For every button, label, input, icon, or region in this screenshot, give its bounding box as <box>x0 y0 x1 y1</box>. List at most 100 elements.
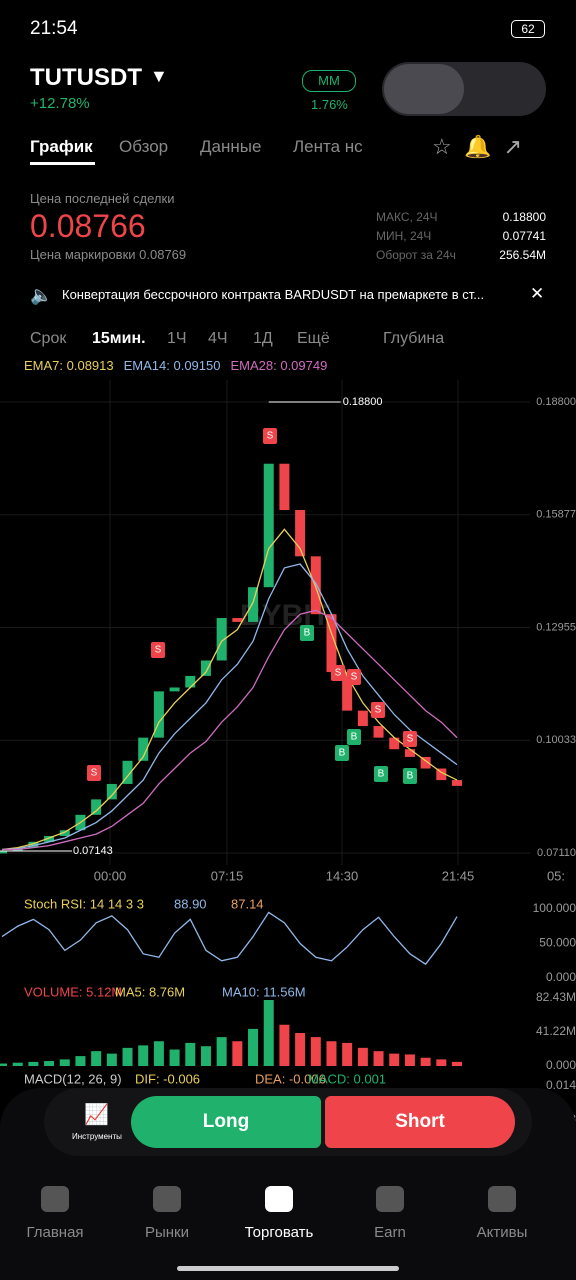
view-toggle[interactable] <box>382 62 546 116</box>
nav-icon[interactable] <box>153 1186 181 1212</box>
candle <box>373 726 384 738</box>
signal-badge <box>403 768 417 784</box>
tab[interactable]: График <box>30 137 93 156</box>
volume-bar <box>295 1033 306 1066</box>
volume-bar <box>185 1042 196 1066</box>
macd-label: MACD: 0.001 <box>308 1071 386 1086</box>
candle <box>91 799 102 815</box>
volume-bar <box>357 1047 368 1066</box>
candle <box>216 618 227 661</box>
signal-label: S <box>267 431 274 442</box>
stoch-d: 87.14 <box>231 896 264 911</box>
nav-label[interactable]: Активы <box>476 1224 528 1241</box>
tab[interactable]: Данные <box>200 137 262 156</box>
nav-icon[interactable] <box>265 1186 293 1212</box>
signal-badge <box>347 729 361 745</box>
signal-badge <box>151 642 165 658</box>
signal-label: S <box>155 645 162 656</box>
signal-label: B <box>339 748 346 759</box>
nav-icon[interactable] <box>488 1186 516 1212</box>
y-tick-label: 0.000 <box>546 1058 576 1072</box>
y-tick-label: 82.43M <box>536 990 576 1004</box>
tab[interactable]: Лента нс <box>293 137 363 156</box>
nav-label[interactable]: Рынки <box>144 1224 189 1241</box>
signal-badge <box>347 669 361 685</box>
signal-label: B <box>407 771 414 782</box>
candle <box>326 614 337 673</box>
nav-label[interactable]: Earn <box>374 1224 406 1241</box>
candle <box>357 710 368 727</box>
volume-bar <box>153 1041 164 1066</box>
candle <box>310 556 321 615</box>
tab[interactable]: Обзор <box>119 137 169 156</box>
candle <box>28 841 39 848</box>
volume-bar <box>263 1000 274 1066</box>
signal-badge <box>374 766 388 782</box>
volume-bar <box>44 1061 55 1066</box>
candle <box>279 463 290 511</box>
candle <box>122 760 133 784</box>
battery: 62 <box>511 20 545 38</box>
tools[interactable]: Инструменты <box>72 1132 122 1141</box>
signal-label: S <box>91 768 98 779</box>
candle <box>452 780 462 786</box>
candle <box>295 510 306 557</box>
dropdown-icon[interactable]: ▼ <box>150 66 168 86</box>
candle <box>342 672 353 711</box>
volume-bar <box>106 1053 117 1066</box>
stat-label: МИН, 24Ч <box>376 229 432 243</box>
stat-label: МАКС, 24Ч <box>376 210 438 224</box>
timeframe[interactable]: 1Ч <box>167 330 187 347</box>
nav-icon[interactable] <box>376 1186 404 1212</box>
long-button[interactable]: Long <box>131 1096 321 1148</box>
ema-line <box>1 563 458 851</box>
timeframe[interactable]: 1Д <box>253 330 273 347</box>
candle <box>44 836 55 842</box>
macd-axis: 0.014 <box>546 1078 576 1092</box>
macd-label: DEA: -0.006 <box>255 1071 326 1086</box>
volume-bar <box>452 1061 462 1066</box>
volume-bar <box>28 1061 39 1066</box>
candle <box>436 768 447 781</box>
signal-label: S <box>407 734 414 745</box>
x-tick-label: 07:15 <box>211 868 244 883</box>
volume-bar <box>436 1059 447 1066</box>
macd-label: DIF: -0.006 <box>135 1071 200 1086</box>
signal-label: B <box>304 628 311 639</box>
notice[interactable]: Конвертация бессрочного контракта BARDUS… <box>62 287 485 302</box>
badge[interactable]: MM <box>302 70 356 92</box>
x-tick-label: 14:30 <box>326 868 359 883</box>
nav-label[interactable]: Главная <box>26 1224 84 1241</box>
candle <box>185 675 196 688</box>
volume-label: MA10: 11.56M <box>222 984 306 999</box>
volume-bar <box>216 1037 227 1066</box>
stat-label: Оборот за 24ч <box>376 248 456 262</box>
symbol[interactable]: TUTUSDT <box>30 64 142 91</box>
candle <box>389 737 400 750</box>
signal-label: B <box>351 732 358 743</box>
signal-badge <box>371 702 385 718</box>
icons[interactable]: ☆ 🔔 ↗ <box>432 134 522 159</box>
signal-badge <box>87 765 101 781</box>
timeframe[interactable]: 4Ч <box>208 330 228 347</box>
nav-icon[interactable] <box>41 1186 69 1212</box>
ema-line <box>2 609 458 851</box>
candle <box>248 587 259 622</box>
timeframe[interactable]: Срок <box>30 330 67 347</box>
high-label: 0.18800 <box>343 396 383 408</box>
x-tick-label: 00:00 <box>94 868 127 883</box>
mark-price: Цена маркировки 0.08769 <box>30 247 187 262</box>
volume-bar <box>404 1054 415 1066</box>
timeframe[interactable]: 15мин. <box>92 330 146 347</box>
volume-bar <box>326 1041 337 1066</box>
volume-bar <box>232 1041 243 1066</box>
tools-icon[interactable]: 📈 <box>84 1104 109 1126</box>
close[interactable]: ✕ <box>530 284 545 303</box>
nav-label[interactable]: Торговать <box>244 1224 314 1241</box>
home-indicator <box>177 1266 399 1271</box>
candle <box>200 660 211 676</box>
short-button[interactable]: Short <box>325 1096 515 1148</box>
timeframe[interactable]: Ещё <box>297 330 330 347</box>
timeframe[interactable]: Глубина <box>383 330 445 347</box>
